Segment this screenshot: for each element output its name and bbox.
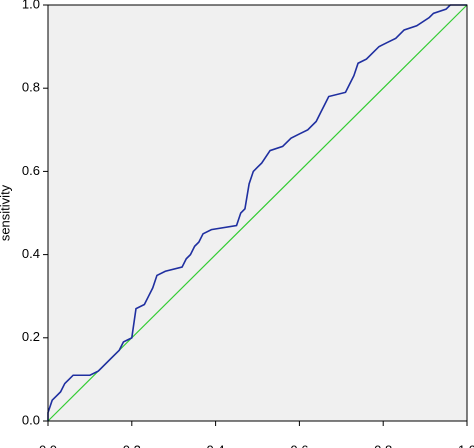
y-tick-label: 0.8 bbox=[22, 80, 40, 95]
x-tick-label: 0.0 bbox=[39, 442, 57, 448]
y-tick-label: 0.0 bbox=[22, 412, 40, 427]
y-tick-label: 0.6 bbox=[22, 163, 40, 178]
y-tick-label: 1.0 bbox=[22, 0, 40, 11]
line-series bbox=[47, 4, 467, 421]
x-tick-label: 0.6 bbox=[290, 442, 308, 448]
x-tick-label: 0.4 bbox=[207, 442, 225, 448]
x-tick-label: 0.8 bbox=[374, 442, 392, 448]
y-tick-label: 0.4 bbox=[22, 246, 40, 261]
x-tick-label: 1.0 bbox=[458, 442, 474, 448]
y-axis-label: sensitivity bbox=[0, 184, 12, 241]
plot-frame bbox=[47, 4, 468, 422]
y-tick-label: 0.2 bbox=[22, 329, 40, 344]
x-tick-label: 0.2 bbox=[123, 442, 141, 448]
